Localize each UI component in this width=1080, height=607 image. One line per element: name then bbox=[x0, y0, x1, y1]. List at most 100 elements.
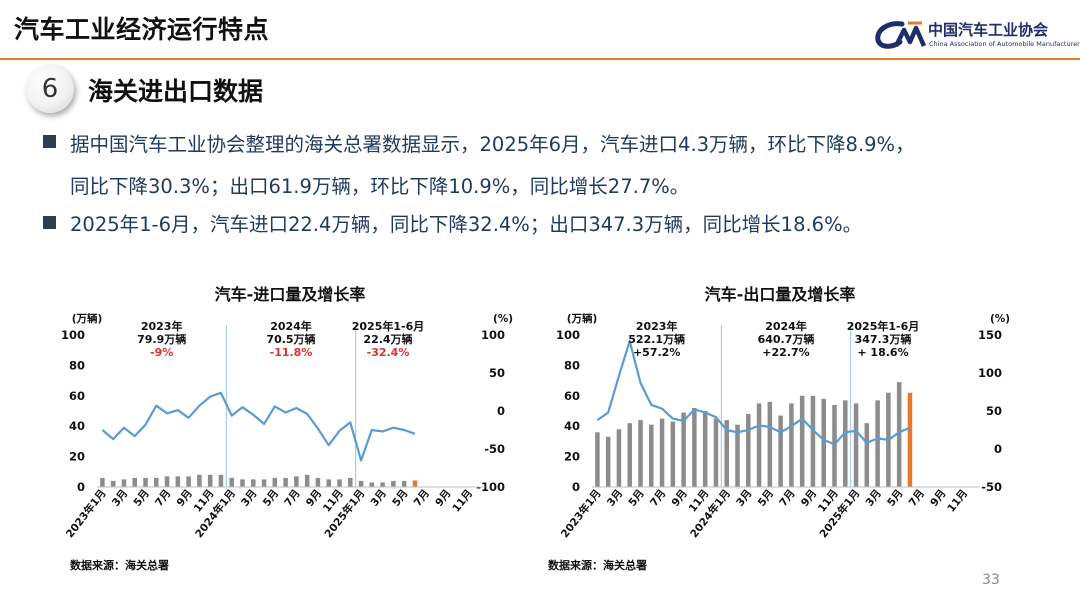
bar bbox=[100, 477, 105, 487]
left-tick-label: 0 bbox=[77, 480, 85, 494]
bar bbox=[789, 403, 794, 487]
bar bbox=[843, 400, 848, 487]
bar bbox=[283, 477, 288, 487]
annotation-volume: 70.5万辆 bbox=[266, 332, 315, 346]
bar bbox=[767, 401, 773, 487]
header-divider bbox=[0, 58, 1080, 60]
x-tick-label: 3月 bbox=[369, 487, 389, 508]
bar bbox=[713, 418, 719, 487]
section-title: 海关进出口数据 bbox=[88, 77, 264, 106]
bullet-icon bbox=[43, 216, 56, 229]
x-tick-label: 7月 bbox=[412, 487, 432, 508]
x-tick-label: 2023年1月 bbox=[558, 487, 604, 540]
left-tick-label: 20 bbox=[564, 450, 580, 464]
bar bbox=[810, 395, 816, 487]
annotation-year: 2025年1-6月 bbox=[847, 319, 920, 333]
left-tick-label: 0 bbox=[572, 480, 580, 494]
caam-logo-icon bbox=[875, 21, 926, 49]
bar bbox=[164, 476, 170, 487]
bar bbox=[315, 477, 321, 487]
bar bbox=[401, 480, 407, 487]
bar bbox=[154, 477, 159, 487]
bullet-1-line-1: 据中国汽车工业协会整理的海关总署数据显示，2025年6月，汽车进口4.3万辆，环… bbox=[70, 133, 915, 156]
annotation-year: 2025年1-6月 bbox=[352, 319, 425, 333]
bullet-icon bbox=[43, 135, 56, 148]
export-chart: 汽车-出口量及增长率 (万辆) (%) 0 20 40 60 80 100 -50 0 50 100 15… bbox=[556, 285, 1010, 540]
bar bbox=[326, 479, 331, 487]
bar bbox=[110, 480, 116, 487]
bar bbox=[875, 400, 880, 487]
export-chart-source: 数据来源：海关总署 bbox=[548, 559, 647, 572]
x-tick-label: 11月 bbox=[945, 487, 970, 514]
x-tick-label: 5月 bbox=[131, 487, 151, 508]
bar-highlight bbox=[907, 392, 913, 487]
annotation-year: 2024年 bbox=[765, 319, 807, 333]
bar bbox=[348, 477, 353, 487]
bar bbox=[670, 421, 676, 487]
x-tick-label: 7月 bbox=[907, 487, 927, 508]
x-tick-label: 5月 bbox=[626, 487, 646, 508]
bar bbox=[659, 418, 665, 487]
bar bbox=[864, 423, 870, 487]
bar bbox=[724, 420, 729, 487]
left-tick-label: 60 bbox=[69, 389, 85, 403]
bar bbox=[638, 420, 643, 487]
bar bbox=[627, 423, 632, 487]
chart-title: 汽车-进口量及增长率 bbox=[215, 285, 366, 304]
left-tick-label: 40 bbox=[564, 419, 580, 433]
left-tick-label: 20 bbox=[69, 450, 85, 464]
bar bbox=[702, 411, 708, 487]
bar bbox=[756, 403, 762, 487]
bar bbox=[681, 412, 686, 487]
right-tick-label: 0 bbox=[497, 404, 505, 418]
bullet-1-line-2: 同比下降30.3%；出口61.9万辆，环比下降10.9%，同比增长27.7%。 bbox=[70, 175, 690, 198]
logo-name-cn: 中国汽车工业协会 bbox=[928, 21, 1049, 39]
bar bbox=[240, 479, 245, 487]
growth-rate-line bbox=[596, 339, 911, 446]
left-tick-label: 100 bbox=[556, 328, 580, 342]
left-axis-unit: (万辆) bbox=[567, 312, 598, 325]
section-number-badge: 6 bbox=[26, 65, 74, 113]
bar bbox=[358, 480, 364, 487]
x-tick-label: 7月 bbox=[777, 487, 797, 508]
right-tick-label: 150 bbox=[978, 328, 1002, 342]
bar bbox=[896, 382, 902, 487]
bar bbox=[692, 407, 697, 487]
x-tick-label: 2023年1月 bbox=[63, 487, 109, 540]
left-axis-unit: (万辆) bbox=[72, 312, 103, 325]
annotation-growth: + 18.6% bbox=[857, 346, 908, 359]
bar bbox=[853, 403, 859, 487]
import-chart: 汽车-进口量及增长率 (万辆) (%) 0 20 40 60 80 100 -100 -50 0 50 1… bbox=[61, 285, 513, 540]
annotation-volume: 640.7万辆 bbox=[758, 332, 815, 346]
x-tick-label: 7月 bbox=[648, 487, 668, 508]
annotation-volume: 79.9万辆 bbox=[137, 332, 186, 346]
annotation-year: 2024年 bbox=[270, 319, 312, 333]
x-tick-label: 7月 bbox=[282, 487, 302, 508]
annotation-volume: 22.4万辆 bbox=[363, 332, 412, 346]
bar bbox=[605, 436, 611, 487]
bar bbox=[832, 404, 837, 487]
bar bbox=[175, 476, 181, 487]
bar bbox=[186, 476, 191, 487]
bullet-2-line-1: 2025年1-6月，汽车进口22.4万辆，同比下降32.4%；出口347.3万辆… bbox=[70, 213, 863, 236]
right-tick-label: 100 bbox=[481, 328, 505, 342]
bar bbox=[304, 474, 310, 487]
bar bbox=[294, 476, 299, 487]
bar-highlight bbox=[412, 480, 418, 487]
bar bbox=[197, 474, 202, 487]
bar bbox=[207, 474, 213, 487]
bar bbox=[272, 477, 278, 487]
left-tick-label: 60 bbox=[564, 389, 580, 403]
x-tick-label: 3月 bbox=[734, 487, 754, 508]
left-tick-label: 80 bbox=[69, 358, 85, 372]
page-number: 33 bbox=[982, 572, 1000, 588]
bar bbox=[261, 479, 267, 487]
annotation-growth: -9% bbox=[150, 346, 173, 359]
growth-rate-line bbox=[101, 391, 416, 462]
annotation-growth: +57.2% bbox=[633, 346, 680, 359]
right-tick-label: 100 bbox=[978, 366, 1002, 380]
bar bbox=[369, 482, 375, 487]
left-tick-label: 40 bbox=[69, 419, 85, 433]
right-tick-label: -50 bbox=[484, 442, 505, 456]
bar bbox=[143, 477, 148, 487]
